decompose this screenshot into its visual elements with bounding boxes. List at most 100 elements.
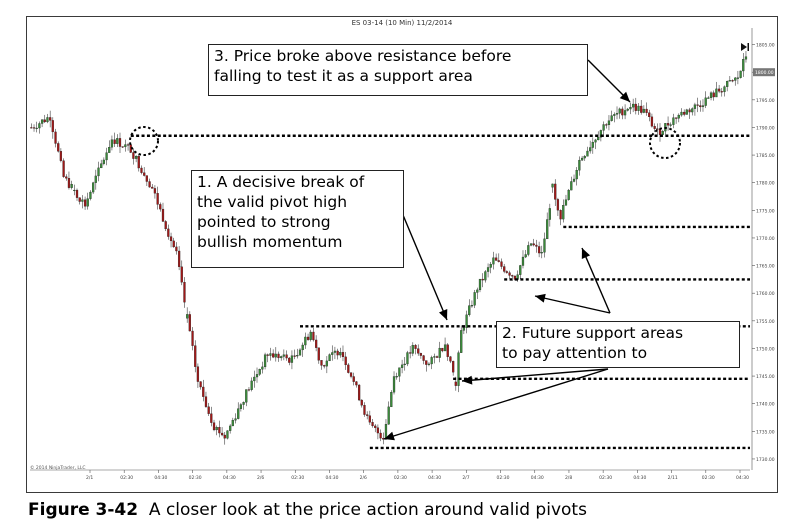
candle-body: [49, 117, 52, 121]
candle-body: [325, 360, 328, 367]
candle-body: [468, 305, 471, 316]
candle-body: [164, 221, 167, 230]
candle-body: [615, 113, 619, 115]
candle-body: [460, 330, 463, 353]
x-tick-label: 02:30: [120, 475, 133, 481]
candle-body: [489, 263, 492, 268]
candle-body: [511, 275, 514, 277]
x-tick-label: 02:30: [394, 475, 407, 481]
candle-body: [392, 376, 396, 393]
candle-body: [675, 117, 678, 119]
candle-body: [602, 124, 605, 131]
x-tick-label: 02:30: [189, 475, 202, 481]
candle-body: [180, 266, 183, 283]
candle-body: [438, 347, 441, 358]
candle-body: [427, 363, 431, 365]
y-tick-label: 1790.00: [756, 125, 775, 131]
arrow-decisive-break-head: [438, 309, 448, 320]
candle-body: [312, 331, 315, 341]
candle-body: [51, 120, 54, 133]
candle-body: [435, 356, 439, 358]
candle-body: [355, 381, 358, 386]
candle-body: [454, 381, 457, 386]
y-tick-label: 1770.00: [756, 236, 775, 242]
candle-body: [231, 420, 234, 427]
candle-body: [519, 265, 522, 275]
callout-2-line-1: 2. Future support areas: [502, 324, 684, 342]
arrow-support-lower-head: [462, 375, 473, 385]
candle-body: [720, 91, 723, 93]
candle-body: [578, 159, 581, 171]
candle-body: [395, 376, 398, 378]
x-tick-label: 02:30: [497, 475, 510, 481]
candle-body: [688, 109, 691, 113]
candle-body: [255, 374, 259, 378]
candle-body: [137, 156, 140, 169]
chart-title: ES 03-14 (10 Min) 11/2/2014: [351, 19, 453, 27]
candle-body: [666, 123, 670, 126]
candle-body: [626, 108, 629, 111]
candle-body: [277, 353, 280, 359]
arrow-support-middle-head: [535, 293, 546, 303]
candle-body: [333, 350, 337, 353]
candle-body: [709, 92, 713, 98]
candle-body: [529, 243, 533, 246]
candle-body: [215, 427, 218, 431]
candle-body: [731, 80, 734, 82]
candle-body: [658, 128, 662, 135]
candle-body: [191, 330, 194, 346]
candle-body: [323, 365, 326, 367]
candle-body: [113, 139, 116, 144]
candle-body: [572, 178, 576, 182]
candle-body: [376, 427, 380, 434]
caption-text: A closer look at the price action around…: [148, 500, 587, 520]
caption-number: Figure 3-42: [28, 500, 139, 520]
candle-body: [296, 355, 299, 357]
candle-body: [81, 199, 84, 202]
candle-body: [169, 236, 173, 242]
candle-body: [54, 131, 57, 144]
candle-body: [406, 352, 409, 365]
candle-body: [680, 111, 683, 116]
candle-body: [650, 116, 654, 127]
candle-body: [672, 117, 675, 125]
retest-circle: [649, 127, 681, 159]
callout-1-line-3: pointed to strong: [197, 213, 331, 231]
candle-body: [554, 183, 557, 200]
candle-body: [105, 152, 108, 161]
candle-body: [57, 143, 60, 152]
candle-body: [301, 344, 304, 351]
candle-body: [210, 413, 213, 423]
candle-body: [473, 292, 476, 306]
candle-body: [387, 406, 390, 425]
candle-body: [349, 372, 353, 377]
candle-body: [535, 244, 538, 247]
candle-body: [449, 356, 452, 362]
candle-body: [513, 275, 517, 280]
candle-body: [484, 271, 487, 281]
candle-body: [704, 97, 707, 106]
y-tick-label: 1750.00: [756, 346, 775, 352]
candle-body: [118, 138, 122, 147]
candle-body: [285, 354, 288, 359]
candle-body: [744, 56, 748, 60]
candle-body: [274, 353, 277, 358]
candle-body: [67, 178, 71, 188]
candle-body: [613, 114, 616, 116]
x-tick-label: 2/1: [86, 475, 93, 481]
candle-body: [148, 181, 151, 188]
copyright-label: © 2014 NinjaTrader, LLC: [30, 466, 86, 471]
candle-body: [503, 266, 506, 272]
candle-body: [218, 427, 221, 434]
candle-body: [537, 246, 541, 254]
candle-body: [347, 364, 350, 373]
arrow-support-middle: [534, 295, 611, 314]
candle-body: [70, 183, 73, 188]
candle-body: [580, 157, 584, 161]
x-tick-label: 04:30: [428, 475, 441, 481]
candle-body: [497, 260, 500, 262]
candle-body: [258, 369, 261, 375]
candle-body: [559, 210, 562, 220]
candle-body: [470, 305, 474, 307]
